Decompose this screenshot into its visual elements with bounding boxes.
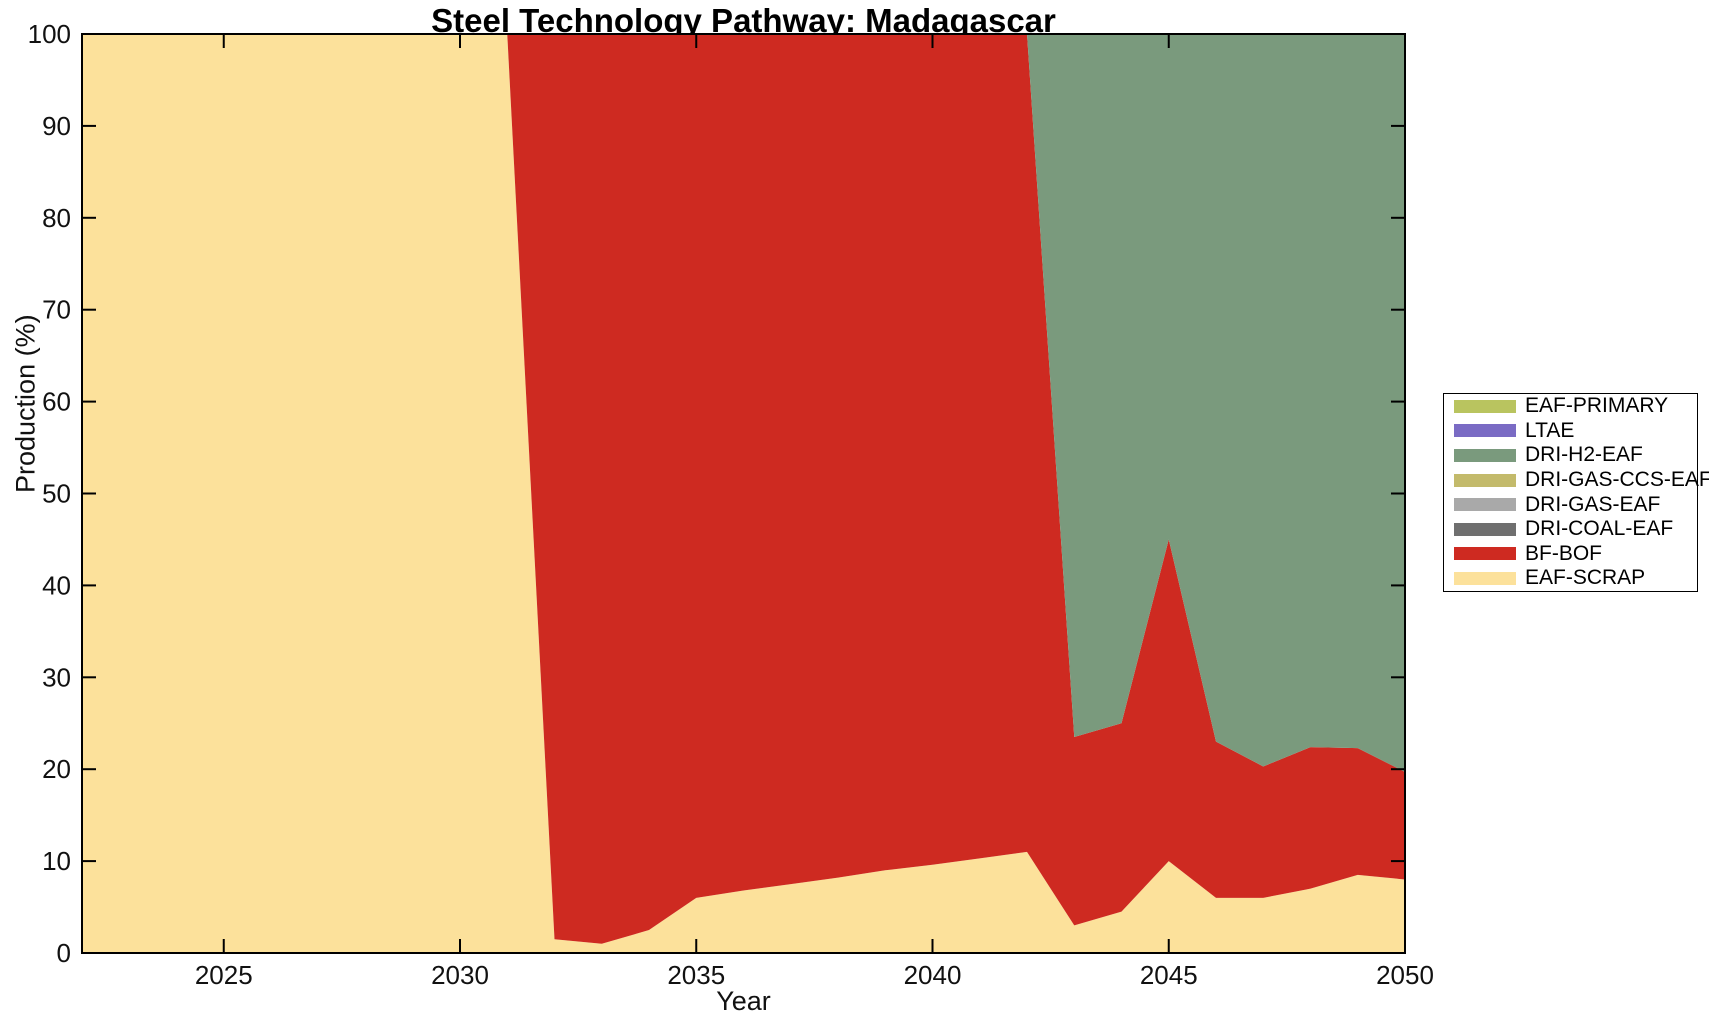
legend-label: DRI-COAL-EAF	[1525, 517, 1674, 541]
x-axis-label: Year	[716, 986, 771, 1016]
legend-item-ltae: LTAE	[1444, 419, 1697, 444]
legend-item-dri-gas-ccs-eaf: DRI-GAS-CCS-EAF	[1444, 468, 1709, 493]
y-tick-label: 20	[42, 754, 71, 784]
x-tick-label: 2025	[195, 960, 253, 990]
x-tick-label: 2050	[1376, 960, 1434, 990]
legend-item-dri-h2-eaf: DRI-H2-EAF	[1444, 443, 1697, 468]
legend-label: DRI-H2-EAF	[1525, 443, 1643, 467]
legend-swatch-dri-coal-eaf	[1454, 522, 1516, 536]
y-tick-label: 100	[28, 19, 71, 49]
legend-label: DRI-GAS-CCS-EAF	[1525, 468, 1709, 492]
legend-item-bf-bof: BF-BOF	[1444, 542, 1697, 567]
y-tick-label: 80	[42, 203, 71, 233]
y-tick-label: 30	[42, 662, 71, 692]
legend-swatch-eaf-scrap	[1454, 571, 1516, 585]
y-tick-label: 90	[42, 111, 71, 141]
x-tick-label: 2030	[431, 960, 489, 990]
legend: EAF-PRIMARY LTAE DRI-H2-EAF DRI-GAS-CCS-EAF…	[1443, 393, 1709, 592]
legend-swatch-bf-bof	[1454, 547, 1516, 561]
area-eaf-scrap	[82, 34, 1405, 953]
legend-item-dri-gas-eaf: DRI-GAS-EAF	[1444, 492, 1697, 517]
y-tick-label: 10	[42, 846, 71, 876]
y-tick-label: 40	[42, 570, 71, 600]
legend-item-eaf-scrap: EAF-SCRAP	[1444, 566, 1697, 591]
legend-label: BF-BOF	[1525, 541, 1602, 565]
legend-label: DRI-GAS-EAF	[1525, 492, 1661, 516]
y-tick-label: 0	[57, 938, 71, 968]
legend-item-dri-coal-eaf: DRI-COAL-EAF	[1444, 517, 1697, 542]
legend-swatch-ltae	[1454, 424, 1516, 438]
x-tick-label: 2045	[1140, 960, 1198, 990]
legend-label: EAF-PRIMARY	[1525, 394, 1669, 418]
x-tick-label: 2035	[667, 960, 725, 990]
legend-item-eaf-primary: EAF-PRIMARY	[1444, 394, 1697, 419]
legend-label: EAF-SCRAP	[1525, 566, 1646, 590]
area-dri-h2-eaf	[82, 34, 1405, 772]
y-tick-label: 70	[42, 295, 71, 325]
legend-swatch-eaf-primary	[1454, 399, 1516, 413]
y-tick-label: 60	[42, 387, 71, 417]
legend-label: LTAE	[1525, 418, 1575, 442]
legend-swatch-dri-gas-ccs-eaf	[1454, 473, 1516, 487]
y-tick-label: 50	[42, 479, 71, 509]
legend-swatch-dri-gas-eaf	[1454, 498, 1516, 512]
chart-title: Steel Technology Pathway: Madagascar	[431, 2, 1056, 39]
x-tick-label: 2040	[904, 960, 962, 990]
area-bf-bof	[82, 34, 1405, 944]
legend-swatch-dri-h2-eaf	[1454, 448, 1516, 462]
